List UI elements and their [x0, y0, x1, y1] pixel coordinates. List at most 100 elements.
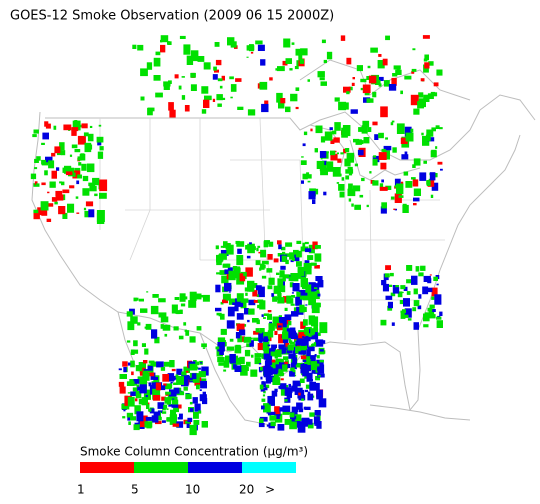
smoke-patch — [72, 170, 81, 179]
smoke-patch — [165, 391, 171, 395]
smoke-patch — [299, 345, 307, 351]
smoke-patch — [278, 370, 284, 377]
smoke-patch — [380, 106, 388, 118]
smoke-patch — [192, 361, 199, 366]
smoke-patch — [72, 172, 76, 177]
smoke-patch — [411, 275, 418, 285]
smoke-patch — [310, 361, 318, 371]
smoke-patch — [302, 173, 308, 180]
smoke-patch — [305, 304, 308, 306]
smoke-patch — [172, 423, 179, 427]
smoke-patch — [423, 313, 430, 322]
smoke-patch — [84, 210, 89, 218]
smoke-patch — [44, 121, 49, 127]
smoke-patch — [236, 323, 245, 331]
smoke-patch — [161, 396, 166, 401]
smoke-patch — [300, 364, 308, 374]
smoke-patch — [215, 245, 219, 250]
smoke-patch — [121, 403, 130, 410]
smoke-patch — [320, 167, 328, 176]
smoke-patch — [173, 382, 178, 385]
smoke-patch — [278, 334, 285, 344]
smoke-patch — [144, 326, 148, 329]
smoke-patch — [86, 163, 95, 173]
smoke-patch — [433, 82, 439, 87]
smoke-patch — [378, 83, 382, 87]
smoke-patch — [305, 333, 310, 338]
smoke-patch — [257, 44, 265, 51]
smoke-patch — [87, 133, 94, 142]
smoke-patch — [274, 388, 278, 392]
smoke-patch — [300, 160, 307, 165]
smoke-patch — [185, 420, 190, 424]
smoke-patch — [289, 68, 293, 71]
smoke-patch — [215, 284, 221, 293]
smoke-patch — [413, 158, 421, 166]
smoke-patch — [390, 292, 396, 297]
smoke-patch — [151, 415, 159, 423]
smoke-patch — [153, 377, 158, 380]
smoke-patch — [319, 165, 326, 172]
smoke-patch — [360, 78, 367, 83]
smoke-patch — [341, 102, 349, 110]
smoke-patch — [383, 80, 390, 87]
smoke-patch — [199, 389, 202, 391]
smoke-patch — [147, 365, 153, 371]
smoke-patch — [148, 360, 155, 364]
smoke-patch — [265, 377, 271, 384]
smoke-patch — [97, 151, 104, 159]
smoke-patch — [290, 415, 297, 420]
smoke-patch — [183, 386, 188, 391]
smoke-patch — [163, 404, 168, 409]
smoke-patch — [264, 384, 270, 389]
smoke-patch — [267, 330, 274, 338]
smoke-patch — [280, 358, 284, 363]
smoke-patch — [295, 362, 303, 368]
smoke-patch — [71, 128, 77, 136]
smoke-patch — [348, 172, 353, 176]
smoke-patch — [387, 301, 393, 309]
smoke-patch — [184, 329, 187, 332]
smoke-patch — [270, 351, 276, 357]
smoke-patch — [173, 326, 179, 331]
smoke-patch — [284, 387, 293, 394]
smoke-patch — [86, 148, 90, 152]
smoke-patch — [277, 278, 284, 287]
smoke-patch — [307, 180, 311, 183]
smoke-patch — [61, 150, 66, 156]
smoke-layer — [30, 35, 443, 436]
smoke-patch — [278, 244, 282, 250]
cuba — [369, 404, 471, 421]
smoke-patch — [235, 298, 244, 307]
smoke-patch — [404, 75, 412, 80]
smoke-patch — [268, 241, 274, 247]
smoke-patch — [118, 368, 122, 371]
smoke-patch — [233, 267, 241, 279]
smoke-patch — [413, 300, 420, 307]
smoke-patch — [199, 295, 204, 298]
smoke-patch — [222, 263, 231, 268]
smoke-patch — [140, 415, 148, 427]
smoke-patch — [385, 295, 393, 300]
smoke-patch — [81, 123, 88, 129]
smoke-patch — [426, 287, 433, 293]
smoke-patch — [288, 338, 291, 341]
smoke-patch — [341, 177, 345, 181]
smoke-patch — [289, 421, 297, 430]
smoke-patch — [133, 340, 138, 347]
smoke-patch — [140, 68, 148, 77]
smoke-patch — [262, 341, 270, 351]
smoke-patch — [429, 172, 436, 181]
smoke-patch — [286, 295, 292, 302]
smoke-patch — [130, 360, 135, 368]
smoke-patch — [143, 369, 148, 372]
smoke-patch — [212, 74, 218, 80]
smoke-patch — [380, 206, 387, 214]
smoke-patch — [422, 135, 430, 146]
smoke-patch — [304, 260, 310, 265]
smoke-patch — [396, 123, 405, 134]
smoke-patch — [295, 87, 300, 91]
smoke-patch — [217, 357, 225, 363]
smoke-patch — [227, 267, 233, 273]
smoke-patch — [385, 80, 389, 83]
